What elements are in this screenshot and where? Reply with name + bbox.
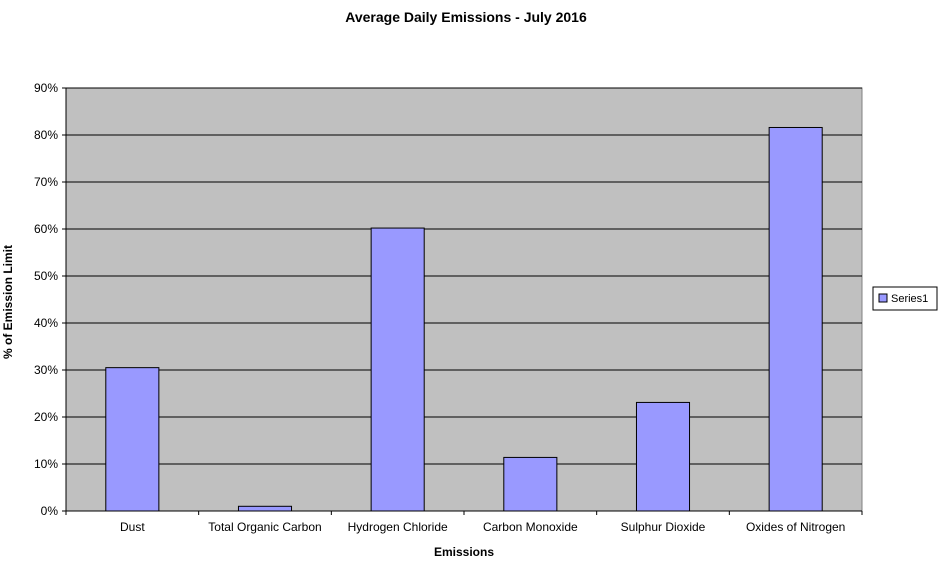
plot-area — [65, 87, 863, 512]
bar — [105, 367, 160, 512]
legend-box — [872, 286, 938, 311]
bar — [237, 505, 293, 512]
y-axis-label: % of Emission Limit — [1, 245, 15, 359]
x-tick-label: Total Organic Carbon — [208, 520, 321, 534]
x-tick-label: Dust — [120, 520, 145, 534]
bar — [635, 401, 691, 512]
y-axis-ticks: 0% 10% 20% 30% 40% 50% 60% 70% 80% 90% — [34, 81, 66, 518]
x-tick-label: Sulphur Dioxide — [621, 520, 706, 534]
x-axis-ticks: Dust Total Organic Carbon Hydrogen Chlorid… — [65, 511, 863, 534]
bar — [503, 456, 558, 512]
y-tick-label: 80% — [34, 128, 58, 142]
bar — [370, 227, 425, 512]
gridlines — [66, 87, 862, 465]
y-tick-label: 10% — [34, 457, 58, 471]
y-tick-label: 20% — [34, 410, 58, 424]
legend-swatch — [878, 293, 888, 303]
y-tick-label: 40% — [34, 316, 58, 330]
x-tick-label: Hydrogen Chloride — [348, 520, 448, 534]
bar-series — [105, 126, 823, 512]
y-tick-label: 30% — [34, 363, 58, 377]
y-tick-label: 60% — [34, 222, 58, 236]
y-tick-label: 50% — [34, 269, 58, 283]
legend-label: Series1 — [891, 293, 928, 305]
x-tick-label: Carbon Monoxide — [483, 520, 578, 534]
x-axis-label: Emissions — [434, 545, 494, 559]
y-tick-label: 70% — [34, 175, 58, 189]
legend: Series1 — [872, 286, 938, 311]
bar — [768, 126, 823, 512]
x-tick-label: Oxides of Nitrogen — [746, 520, 845, 534]
chart-title: Average Daily Emissions - July 2016 — [345, 9, 587, 25]
y-tick-label: 90% — [34, 81, 58, 95]
y-tick-label: 0% — [41, 504, 59, 518]
